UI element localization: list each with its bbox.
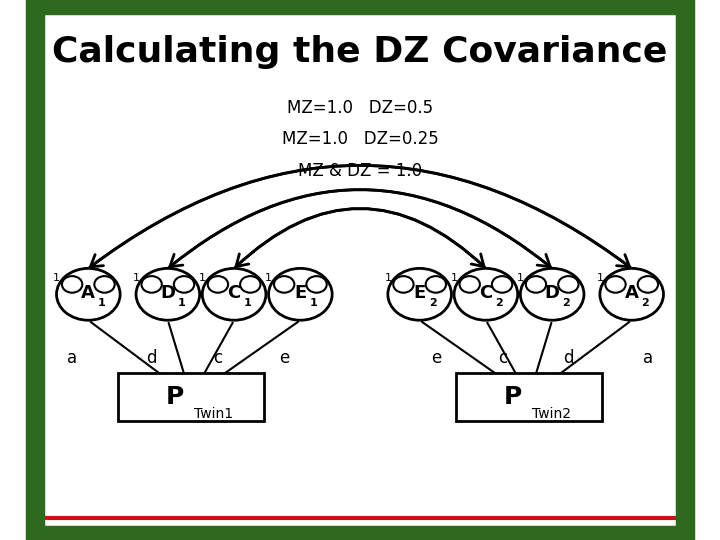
Text: 1: 1: [310, 298, 318, 308]
Text: d: d: [146, 349, 156, 367]
FancyArrowPatch shape: [170, 190, 552, 268]
Text: 2: 2: [562, 298, 570, 308]
Circle shape: [388, 268, 451, 320]
Text: Twin2: Twin2: [532, 407, 571, 421]
Circle shape: [240, 276, 261, 293]
Text: A: A: [81, 284, 95, 302]
Text: 1: 1: [98, 298, 106, 308]
Text: Twin1: Twin1: [194, 407, 233, 421]
Text: MZ & DZ = 1.0: MZ & DZ = 1.0: [298, 162, 422, 180]
Circle shape: [94, 276, 114, 293]
Text: 1: 1: [53, 273, 60, 283]
Text: MZ=1.0   DZ=0.25: MZ=1.0 DZ=0.25: [282, 130, 438, 148]
Circle shape: [274, 276, 294, 293]
Text: d: d: [564, 349, 574, 367]
Text: 1: 1: [451, 273, 458, 283]
Text: 1: 1: [199, 273, 206, 283]
Circle shape: [454, 268, 518, 320]
Circle shape: [526, 276, 546, 293]
Text: 1: 1: [243, 298, 251, 308]
Text: 1: 1: [177, 298, 185, 308]
Circle shape: [492, 276, 512, 293]
Text: 2: 2: [642, 298, 649, 308]
Circle shape: [136, 268, 199, 320]
Text: a: a: [67, 349, 77, 367]
FancyBboxPatch shape: [456, 373, 602, 421]
Circle shape: [62, 276, 82, 293]
Text: a: a: [643, 349, 653, 367]
FancyArrowPatch shape: [89, 165, 629, 268]
Text: 2: 2: [429, 298, 437, 308]
FancyBboxPatch shape: [118, 373, 264, 421]
Text: 1: 1: [517, 273, 524, 283]
Text: 1: 1: [265, 273, 272, 283]
FancyArrowPatch shape: [91, 165, 631, 268]
Text: 1: 1: [132, 273, 140, 283]
Circle shape: [174, 276, 194, 293]
FancyArrowPatch shape: [168, 190, 550, 268]
Text: C: C: [228, 284, 240, 302]
Text: D: D: [544, 284, 559, 302]
Text: e: e: [431, 349, 441, 367]
Circle shape: [459, 276, 480, 293]
Circle shape: [638, 276, 658, 293]
Text: MZ=1.0   DZ=0.5: MZ=1.0 DZ=0.5: [287, 99, 433, 117]
Circle shape: [269, 268, 332, 320]
Text: C: C: [480, 284, 492, 302]
Text: 1: 1: [384, 273, 392, 283]
Text: Calculating the DZ Covariance: Calculating the DZ Covariance: [53, 35, 667, 69]
Circle shape: [558, 276, 579, 293]
Circle shape: [393, 276, 413, 293]
Circle shape: [307, 276, 327, 293]
Circle shape: [56, 268, 120, 320]
Text: 2: 2: [495, 298, 503, 308]
FancyArrowPatch shape: [236, 208, 486, 268]
Text: c: c: [498, 349, 507, 367]
Text: E: E: [294, 284, 307, 302]
FancyArrowPatch shape: [234, 208, 484, 268]
Text: E: E: [413, 284, 426, 302]
Text: P: P: [504, 385, 522, 409]
Circle shape: [606, 276, 626, 293]
Circle shape: [426, 276, 446, 293]
Text: 1: 1: [596, 273, 603, 283]
Circle shape: [521, 268, 584, 320]
Text: A: A: [625, 284, 639, 302]
Text: c: c: [213, 349, 222, 367]
Circle shape: [208, 276, 228, 293]
Text: D: D: [161, 284, 176, 302]
Text: e: e: [279, 349, 289, 367]
Circle shape: [141, 276, 162, 293]
Text: P: P: [166, 385, 184, 409]
Circle shape: [202, 268, 266, 320]
Circle shape: [600, 268, 664, 320]
